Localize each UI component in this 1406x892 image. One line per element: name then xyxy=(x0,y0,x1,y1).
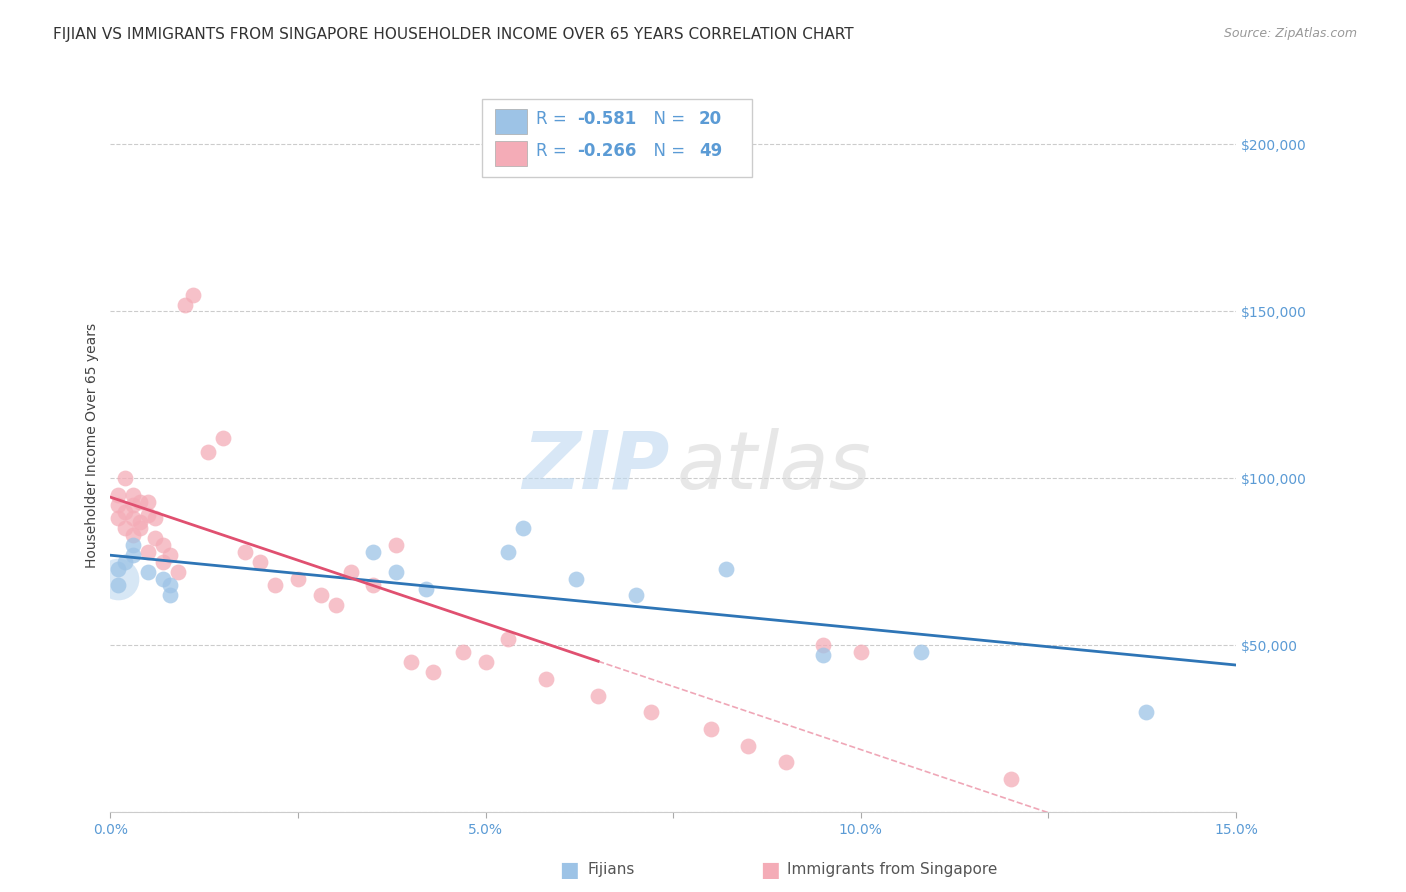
Point xyxy=(122,511,145,525)
Point xyxy=(129,521,152,535)
Point xyxy=(775,756,797,770)
Point xyxy=(813,639,835,653)
Point xyxy=(339,565,361,579)
Point xyxy=(714,561,737,575)
Point xyxy=(384,565,406,579)
Point xyxy=(152,572,174,586)
Point xyxy=(212,431,235,445)
Point xyxy=(107,488,129,502)
Y-axis label: Householder Income Over 65 years: Householder Income Over 65 years xyxy=(86,322,100,567)
Point xyxy=(181,287,204,301)
Point xyxy=(122,488,145,502)
Point xyxy=(122,498,145,512)
Text: ■: ■ xyxy=(761,860,780,880)
Point xyxy=(136,508,159,522)
Point xyxy=(122,548,145,562)
Point xyxy=(1000,772,1022,786)
Point xyxy=(107,572,129,586)
FancyBboxPatch shape xyxy=(495,141,527,166)
Point xyxy=(1135,705,1157,719)
Point xyxy=(114,521,136,535)
Point xyxy=(910,645,932,659)
Point xyxy=(152,555,174,569)
Point xyxy=(145,511,167,525)
Text: 49: 49 xyxy=(699,142,723,160)
Point xyxy=(813,648,835,663)
Point xyxy=(122,528,145,542)
Point xyxy=(136,565,159,579)
Text: N =: N = xyxy=(643,110,690,128)
Point xyxy=(107,578,129,592)
Point xyxy=(136,494,159,508)
Text: 20: 20 xyxy=(699,110,723,128)
Point xyxy=(534,672,557,686)
Text: Source: ZipAtlas.com: Source: ZipAtlas.com xyxy=(1223,27,1357,40)
Point xyxy=(129,494,152,508)
Point xyxy=(422,665,444,680)
Text: -0.266: -0.266 xyxy=(578,142,637,160)
Point xyxy=(384,538,406,552)
Point xyxy=(287,572,309,586)
Point xyxy=(174,298,197,312)
Point xyxy=(361,545,384,559)
Point xyxy=(114,471,136,485)
Point xyxy=(496,545,519,559)
Text: R =: R = xyxy=(536,142,572,160)
Point xyxy=(107,498,129,512)
Point xyxy=(624,588,647,602)
Point xyxy=(114,555,136,569)
Text: FIJIAN VS IMMIGRANTS FROM SINGAPORE HOUSEHOLDER INCOME OVER 65 YEARS CORRELATION: FIJIAN VS IMMIGRANTS FROM SINGAPORE HOUS… xyxy=(53,27,853,42)
Point xyxy=(107,511,129,525)
Text: ZIP: ZIP xyxy=(523,428,669,506)
Text: Immigrants from Singapore: Immigrants from Singapore xyxy=(787,863,998,877)
Point xyxy=(451,645,474,659)
FancyBboxPatch shape xyxy=(482,100,752,177)
Point xyxy=(264,578,287,592)
Point xyxy=(737,739,759,753)
Point xyxy=(399,655,422,669)
Point xyxy=(415,582,437,596)
Point xyxy=(849,645,872,659)
Point xyxy=(107,561,129,575)
Point xyxy=(235,545,257,559)
Point xyxy=(152,538,174,552)
Text: R =: R = xyxy=(536,110,572,128)
Point xyxy=(512,521,534,535)
Point xyxy=(145,532,167,546)
Text: ■: ■ xyxy=(560,860,579,880)
Point xyxy=(640,705,662,719)
Point xyxy=(564,572,586,586)
Point xyxy=(136,545,159,559)
Point xyxy=(159,548,181,562)
Text: -0.581: -0.581 xyxy=(578,110,637,128)
Point xyxy=(159,578,181,592)
Point xyxy=(114,505,136,519)
Point xyxy=(496,632,519,646)
Text: atlas: atlas xyxy=(676,428,872,506)
FancyBboxPatch shape xyxy=(495,109,527,134)
Point xyxy=(249,555,271,569)
Point xyxy=(361,578,384,592)
Point xyxy=(325,599,347,613)
Point xyxy=(122,538,145,552)
Point xyxy=(129,515,152,529)
Point xyxy=(474,655,496,669)
Point xyxy=(309,588,332,602)
Point xyxy=(167,565,190,579)
Point xyxy=(699,722,721,736)
Point xyxy=(159,588,181,602)
Text: N =: N = xyxy=(643,142,690,160)
Point xyxy=(197,444,219,458)
Point xyxy=(586,689,609,703)
Text: Fijians: Fijians xyxy=(588,863,636,877)
